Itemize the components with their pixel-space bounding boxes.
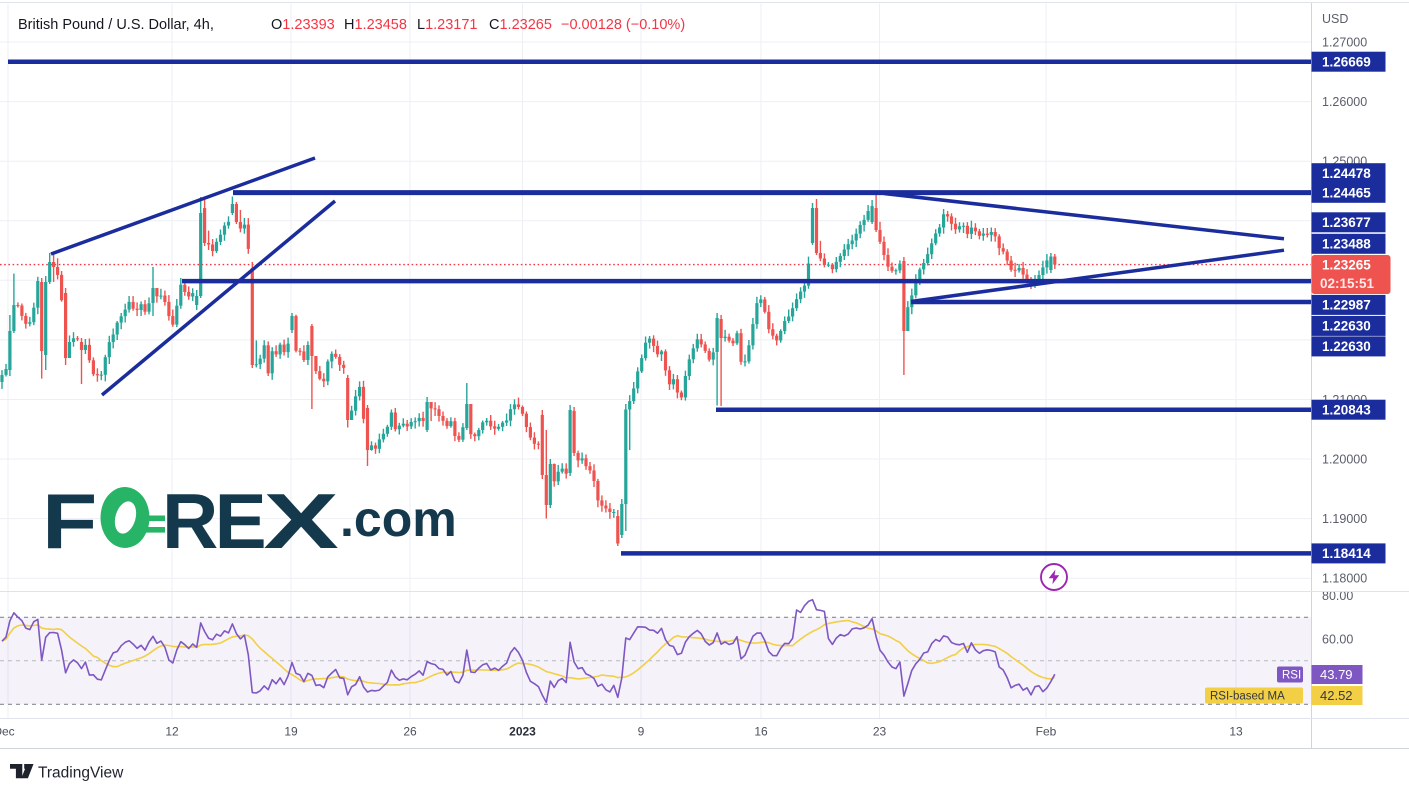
svg-text:43.79: 43.79 <box>1320 667 1353 682</box>
svg-text:1.26669: 1.26669 <box>1322 54 1371 69</box>
svg-text:−0.00128 (−0.10%): −0.00128 (−0.10%) <box>561 17 685 33</box>
svg-text:1.18414: 1.18414 <box>1322 546 1371 561</box>
svg-text:RE: RE <box>162 477 264 565</box>
svg-text:O1.23393: O1.23393 <box>271 17 335 33</box>
svg-text:1.23488: 1.23488 <box>1322 237 1371 252</box>
svg-text:1.24465: 1.24465 <box>1322 186 1371 201</box>
svg-text:1.26000: 1.26000 <box>1322 95 1367 109</box>
svg-text:1.24478: 1.24478 <box>1322 166 1371 181</box>
svg-text:02:15:51: 02:15:51 <box>1320 276 1375 291</box>
svg-text:80.00: 80.00 <box>1322 589 1353 603</box>
svg-text:C1.23265: C1.23265 <box>489 17 552 33</box>
svg-text:1.23677: 1.23677 <box>1322 215 1371 230</box>
svg-text:1.27000: 1.27000 <box>1322 36 1367 50</box>
svg-text:RSI-based MA: RSI-based MA <box>1210 691 1285 703</box>
svg-text:60.00: 60.00 <box>1322 633 1353 647</box>
svg-text:USD: USD <box>1322 12 1348 26</box>
svg-text:1.22630: 1.22630 <box>1322 339 1371 354</box>
svg-text:1.18000: 1.18000 <box>1322 572 1367 586</box>
svg-text:TradingView: TradingView <box>38 765 124 782</box>
svg-text:H1.23458: H1.23458 <box>344 17 407 33</box>
svg-text:F: F <box>42 478 97 565</box>
svg-text:Feb: Feb <box>1036 725 1057 739</box>
svg-text:19: 19 <box>284 725 298 739</box>
svg-text:L1.23171: L1.23171 <box>417 17 478 33</box>
svg-text:1.22630: 1.22630 <box>1322 319 1371 334</box>
svg-text:9: 9 <box>638 725 645 739</box>
svg-text:Dec: Dec <box>0 725 15 739</box>
svg-text:British Pound / U.S. Dollar, 4: British Pound / U.S. Dollar, 4h, <box>18 17 214 33</box>
svg-text:13: 13 <box>1229 725 1243 739</box>
svg-text:12: 12 <box>165 725 179 739</box>
svg-text:1.22987: 1.22987 <box>1322 298 1371 313</box>
svg-text:1.19000: 1.19000 <box>1322 512 1367 526</box>
svg-text:26: 26 <box>403 725 417 739</box>
svg-text:2023: 2023 <box>509 725 536 739</box>
svg-text:1.23265: 1.23265 <box>1322 257 1371 272</box>
svg-text:42.52: 42.52 <box>1320 688 1353 703</box>
svg-text:RSI: RSI <box>1282 670 1301 682</box>
svg-text:.com: .com <box>340 491 457 547</box>
svg-text:1.20843: 1.20843 <box>1322 402 1371 417</box>
svg-text:X: X <box>263 477 338 565</box>
svg-text:1.20000: 1.20000 <box>1322 453 1367 467</box>
svg-text:23: 23 <box>873 725 887 739</box>
svg-text:16: 16 <box>754 725 768 739</box>
